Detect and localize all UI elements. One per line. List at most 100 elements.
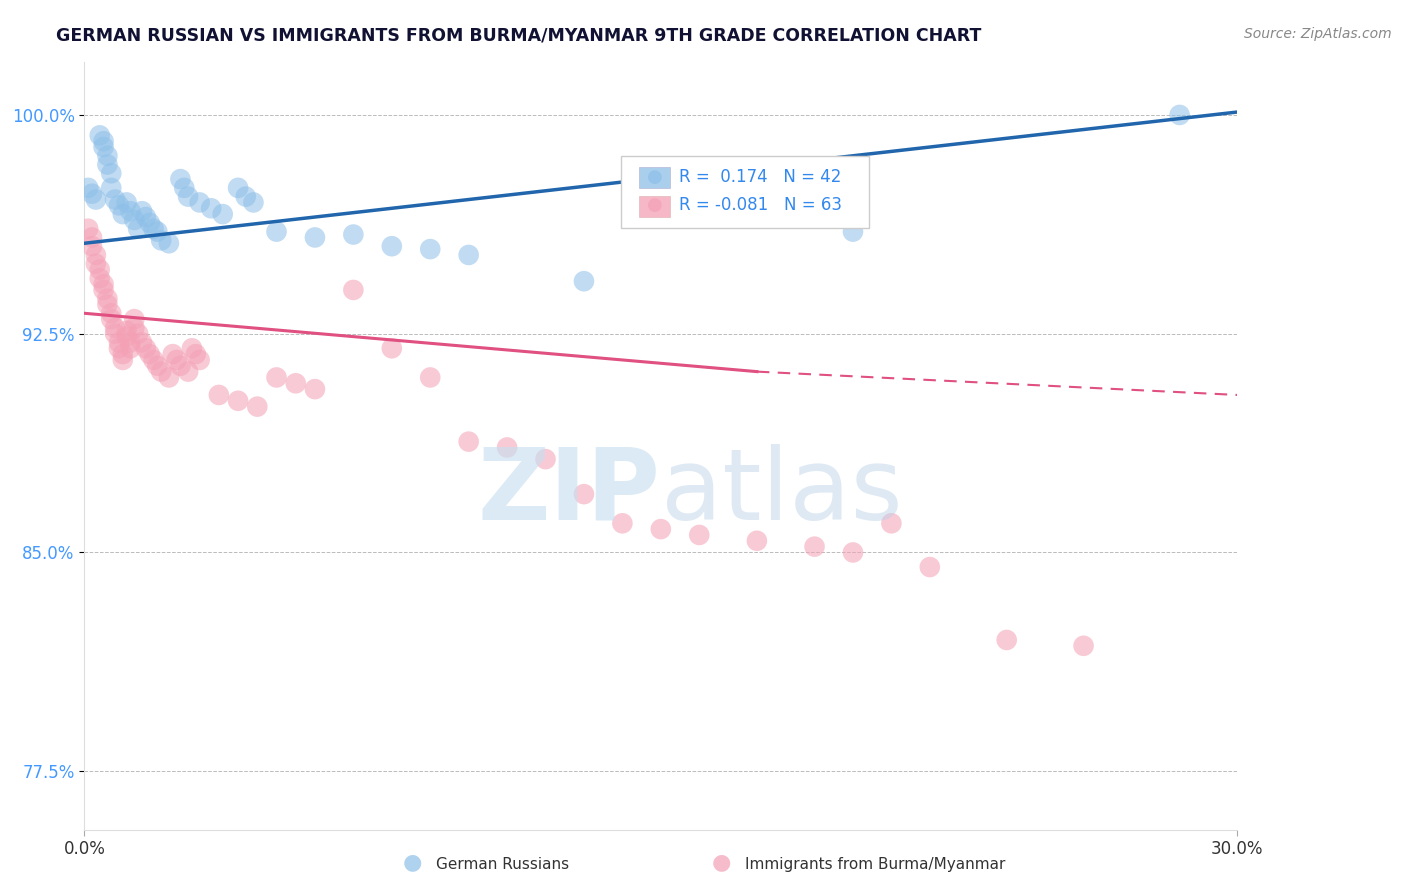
Point [745,533,768,548]
Point [1168,108,1191,122]
Point [120,335,142,350]
Point [150,233,173,247]
Point [226,393,249,408]
Point [304,230,326,244]
Text: ZIP: ZIP [478,443,661,541]
Text: ●: ● [648,196,664,214]
Point [93,277,115,292]
Point [80,230,103,244]
Text: GERMAN RUSSIAN VS IMMIGRANTS FROM BURMA/MYANMAR 9TH GRADE CORRELATION CHART: GERMAN RUSSIAN VS IMMIGRANTS FROM BURMA/… [56,27,981,45]
Point [111,353,134,368]
Point [146,359,169,373]
Point [138,216,160,230]
Point [124,213,146,227]
Point [612,516,634,531]
Point [157,370,180,384]
Text: ●: ● [711,853,731,872]
Point [166,353,188,368]
Point [157,236,180,251]
Text: ●: ● [402,853,422,872]
Point [200,201,222,215]
Point [457,248,479,262]
Point [89,271,111,285]
Point [127,326,149,341]
Point [96,292,118,306]
Point [80,239,103,253]
Point [918,560,941,574]
Point [188,195,211,210]
Point [115,324,138,338]
Point [108,341,131,355]
Point [266,225,288,239]
Point [96,157,118,171]
Point [842,545,865,559]
Point [96,297,118,311]
Point [120,341,142,355]
Point [572,274,595,288]
Point [188,353,211,368]
Point [100,166,122,180]
Point [1073,639,1095,653]
Point [842,225,865,239]
Point [650,522,672,536]
Point [127,221,149,235]
Point [120,204,142,219]
Text: Immigrants from Burma/Myanmar: Immigrants from Burma/Myanmar [745,857,1005,872]
Point [89,128,111,143]
Point [142,353,165,368]
Point [142,221,165,235]
Point [211,207,233,221]
Point [84,248,107,262]
Point [104,193,127,207]
Point [162,347,184,361]
Point [208,388,231,402]
Point [173,181,195,195]
Point [135,341,157,355]
Point [77,221,100,235]
Point [84,193,107,207]
Point [115,329,138,343]
Point [89,262,111,277]
Point [381,239,404,253]
Text: R = -0.081   N = 63: R = -0.081 N = 63 [679,196,842,214]
Point [84,257,107,271]
Point [93,134,115,148]
Point [496,441,519,455]
Point [135,210,157,224]
Point [93,140,115,154]
Point [124,321,146,335]
Text: ●: ● [648,169,664,186]
Point [235,189,257,203]
Text: R =  0.174   N = 42: R = 0.174 N = 42 [679,168,841,186]
Text: German Russians: German Russians [436,857,569,872]
Point [177,189,200,203]
Point [93,283,115,297]
Point [226,181,249,195]
Point [342,227,364,242]
Point [242,195,264,210]
Point [995,632,1018,647]
Point [100,306,122,320]
Point [342,283,364,297]
Point [880,516,903,531]
Point [111,207,134,221]
Point [131,335,153,350]
Point [284,376,307,391]
Point [457,434,479,449]
Point [169,359,191,373]
Point [100,181,122,195]
Point [108,198,131,212]
Point [534,452,557,467]
Point [177,365,200,379]
Point [104,321,127,335]
Point [80,186,103,201]
Point [572,487,595,501]
Point [131,204,153,219]
Point [419,242,441,256]
Point [77,181,100,195]
Point [419,370,441,384]
Point [100,312,122,326]
Point [138,347,160,361]
Point [169,172,191,186]
Point [246,400,269,414]
